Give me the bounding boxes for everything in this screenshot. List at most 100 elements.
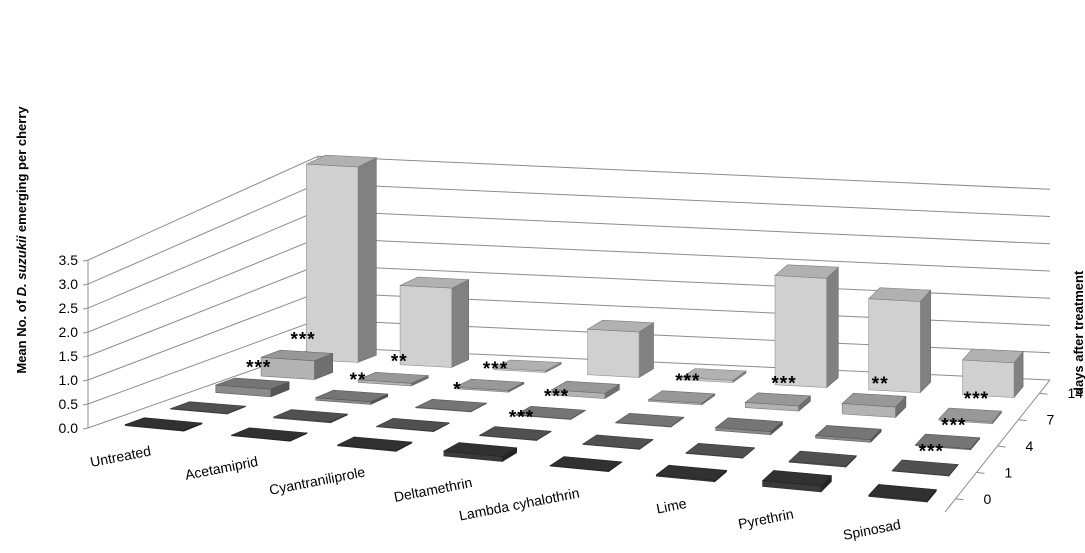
significance-marker: **	[872, 374, 889, 395]
bar-top-face	[868, 287, 932, 302]
depth-tick-label: 7	[1047, 412, 1055, 428]
depth-tick-label: 0	[984, 491, 992, 507]
bar	[685, 442, 756, 459]
bar-top-face	[306, 154, 378, 168]
bar	[549, 456, 623, 473]
bar-top-face	[492, 359, 563, 372]
bar-top-face	[685, 442, 756, 459]
bar	[586, 319, 655, 379]
bar	[260, 349, 334, 381]
bar	[788, 450, 857, 468]
bar-top-face	[453, 378, 525, 391]
bar-top-face	[614, 412, 685, 427]
bar-top-face	[125, 417, 203, 431]
bar	[514, 405, 587, 421]
y-tick-label: 2.5	[59, 300, 79, 316]
bar	[550, 380, 621, 400]
bar	[375, 417, 451, 433]
bar-top-face	[868, 484, 937, 501]
category-label: Lambda cyhalothrin	[458, 485, 581, 524]
bar-top-face	[336, 436, 413, 451]
significance-marker: ***	[675, 371, 700, 392]
bar	[170, 401, 246, 415]
bar	[868, 287, 932, 394]
category-label: Spinosad	[842, 516, 902, 543]
bar-top-face	[586, 319, 655, 333]
bar	[841, 392, 907, 419]
bar	[306, 154, 378, 363]
significance-marker: ***	[919, 442, 944, 463]
bar	[582, 434, 654, 450]
y-tick-mark	[82, 307, 89, 310]
bar-top-face	[260, 349, 333, 362]
y-tick-mark	[82, 259, 89, 262]
bar	[814, 425, 882, 444]
bar-top-face	[170, 401, 246, 414]
category-label: Pyrethrin	[737, 506, 795, 532]
bar-top-face	[788, 450, 857, 467]
significance-marker: ***	[964, 389, 989, 410]
bar-front-face	[399, 285, 453, 368]
y-tick-label: 2.0	[59, 324, 79, 340]
bar-top-face	[774, 264, 840, 279]
significance-marker: ***	[941, 415, 966, 436]
bar-top-face	[550, 380, 621, 394]
bar	[744, 392, 812, 412]
bar	[938, 407, 1003, 425]
significance-marker: *	[453, 379, 461, 400]
bar	[714, 417, 784, 436]
bar-top-face	[357, 371, 429, 384]
bar	[453, 378, 525, 393]
significance-marker: ***	[291, 329, 316, 350]
depth-tick-mark	[976, 471, 985, 474]
bar-top-face	[414, 398, 488, 412]
depth-tick-label: 14	[1068, 385, 1084, 401]
category-label: Untreated	[89, 443, 152, 470]
bar	[273, 409, 349, 424]
bar	[231, 427, 309, 442]
y-tick-label: 1.5	[59, 348, 79, 364]
bar-top-face	[231, 427, 309, 442]
bar	[655, 464, 728, 483]
bar-front-face	[587, 328, 640, 378]
bar-top-face	[375, 417, 451, 432]
significance-marker: ***	[483, 359, 508, 380]
y-axis-label: Mean No. of D. suzukii emerging per cher…	[14, 106, 29, 374]
bar	[399, 276, 470, 368]
y-tick-label: 1.0	[59, 372, 79, 388]
significance-marker: ***	[544, 387, 569, 408]
bar	[315, 389, 389, 405]
depth-tick-mark	[955, 498, 964, 501]
depth-tick-label: 4	[1026, 438, 1034, 454]
y-tick-mark	[82, 331, 89, 334]
bar-top-face	[655, 464, 728, 481]
depth-tick-label: 1	[1005, 464, 1013, 480]
y-tick-mark	[82, 403, 89, 406]
bar-top-face	[647, 390, 716, 404]
category-label: Cyantraniliprole	[268, 464, 367, 498]
bar-top-face	[744, 392, 812, 407]
y-tick-label: 3.5	[59, 252, 79, 268]
significance-marker: ***	[509, 407, 534, 428]
bar-top-face	[549, 456, 623, 472]
significance-marker: ***	[246, 358, 271, 379]
bar-top-face	[315, 389, 388, 403]
y-tick-label: 0.5	[59, 396, 79, 412]
bar-side-face	[919, 289, 932, 394]
bars	[124, 154, 1024, 503]
bar-top-face	[514, 405, 587, 420]
gridline	[87, 182, 1051, 285]
depth-tick-mark	[1018, 419, 1027, 422]
bar	[961, 348, 1024, 399]
bar	[442, 442, 518, 463]
bar-top-face	[814, 425, 882, 441]
bar	[124, 417, 203, 432]
category-label: Lime	[655, 495, 688, 517]
bar	[336, 436, 413, 452]
bar	[774, 264, 840, 389]
bar-side-face	[826, 266, 839, 389]
bar-side-face	[357, 157, 377, 363]
bar-top-face	[680, 368, 747, 381]
bar-front-face	[774, 275, 827, 388]
